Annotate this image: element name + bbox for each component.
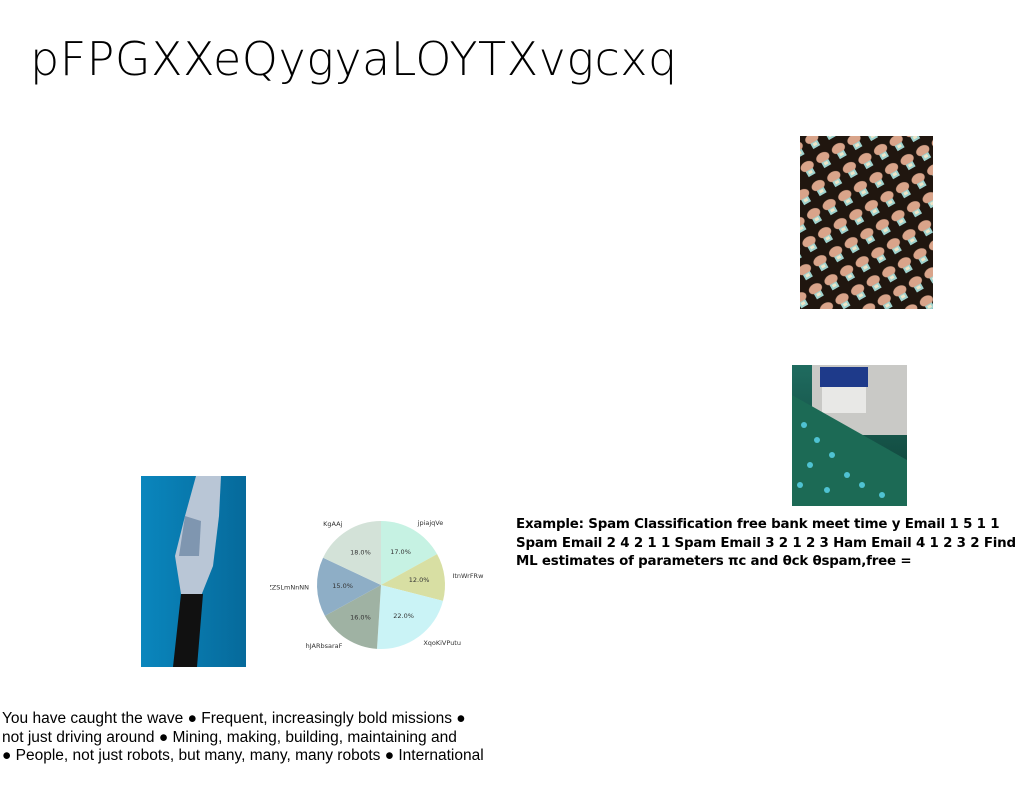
pie-slice [381,521,438,585]
pie-slice-label: jpiajqVe [417,519,444,527]
bullet-text: You have caught the wave ● Frequent, inc… [2,710,512,766]
pie-slice-label: hJARbsaraF [306,642,343,650]
photo-cyborg-torso [141,476,246,667]
bullet-line: not just driving around ● Mining, making… [2,728,457,746]
bullet-line: You have caught the wave ● Frequent, inc… [2,710,466,727]
pie-slice [323,521,381,585]
pie-pct-label: 18.0% [350,549,371,557]
pie-slice-label: ItnWrFRw [452,572,484,580]
pie-slice [376,585,443,649]
pie-chart: 17.0% jpiajqVe 12.0% ItnWrFRw 22.0% XqoKiVPut… [270,519,484,650]
example-text: Example: Spam Classification free bank m… [516,517,1016,569]
pie-pct-label: 16.0% [350,613,371,621]
pie-slice-label: XqoKiVPutu [423,639,461,647]
slide-title: pFPGXXeQygyaLOYTXvgcxq [30,32,678,86]
pie-slice [317,557,381,616]
pie-pct-label: 22.0% [393,612,414,620]
pie-slice-label: ZZSLmNnNN [270,583,309,591]
pie-slice [324,585,381,649]
pie-pct-label: 12.0% [409,576,430,584]
photo-robot-array [800,136,933,309]
photo-teal-flower-field [792,365,907,506]
bullet-line: ● People, not just robots, but many, man… [2,747,484,764]
pie-pct-label: 17.0% [390,548,411,556]
pie-slice [381,554,445,601]
pie-pct-label: 15.0% [332,582,353,590]
pie-slice-label: KgAAj [323,520,342,528]
